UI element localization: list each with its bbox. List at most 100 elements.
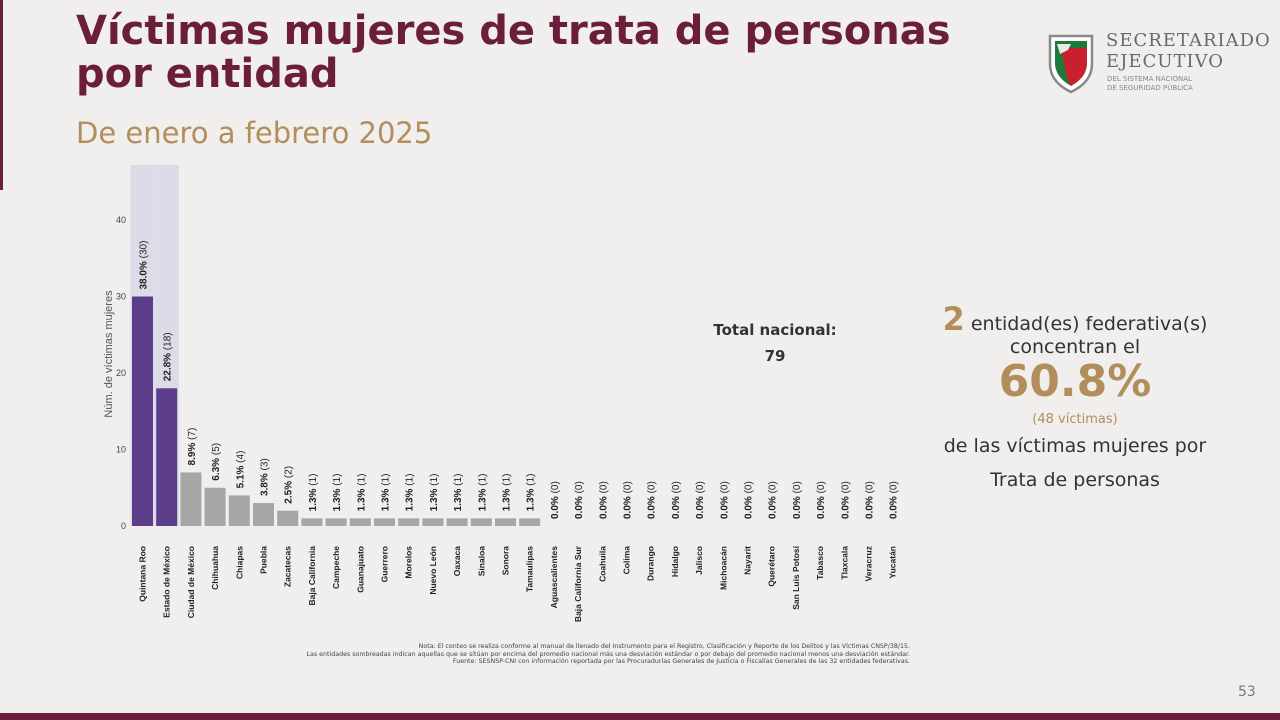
bar <box>446 518 468 526</box>
data-label: 38.0% (30) <box>139 241 150 290</box>
data-label: 0.0% (0) <box>623 481 634 519</box>
data-label: 0.0% (0) <box>695 481 706 519</box>
bottom-accent-bar <box>0 713 1280 720</box>
data-label: 1.3% (1) <box>502 474 513 512</box>
data-label: 1.3% (1) <box>356 474 367 512</box>
summary-line4: Trata de personas <box>990 469 1160 491</box>
page-number: 53 <box>1238 684 1256 700</box>
data-label: 0.0% (0) <box>671 481 682 519</box>
category-label: Ciudad de México <box>186 546 196 618</box>
footnote-3: Fuente: SESNSP-CNI con información repor… <box>452 658 910 665</box>
data-label: 0.0% (0) <box>889 481 900 519</box>
bar <box>374 518 395 526</box>
data-label: 0.0% (0) <box>840 481 851 519</box>
bar <box>180 472 202 526</box>
data-label: 0.0% (0) <box>865 481 876 519</box>
category-label: Sonora <box>501 546 511 576</box>
data-label: 1.3% (1) <box>429 474 440 512</box>
category-label: Hidalgo <box>670 546 680 577</box>
bar <box>132 296 153 526</box>
category-label: Puebla <box>259 546 269 574</box>
summary-line2: concentran el <box>1009 336 1141 358</box>
category-label: Zacatecas <box>283 546 293 587</box>
summary-victims: (48 víctimas) <box>1032 412 1118 427</box>
y-tick-label: 40 <box>116 215 126 225</box>
y-tick-label: 30 <box>116 292 126 302</box>
category-label: Quintana Roo <box>138 546 148 602</box>
total-value: 79 <box>764 347 786 365</box>
data-label: 1.3% (1) <box>308 474 319 512</box>
category-label: Tamaulipas <box>525 546 535 592</box>
bar <box>325 518 347 526</box>
y-tick-label: 10 <box>116 445 126 455</box>
data-label: 2.5% (2) <box>284 466 295 504</box>
bar <box>470 518 492 526</box>
category-label: Estado de México <box>162 546 172 618</box>
category-label: Nuevo León <box>428 546 438 595</box>
summary-line3: de las víctimas mujeres por <box>943 435 1207 457</box>
category-label: Durango <box>646 546 656 581</box>
logo-line-1: SECRETARIADO <box>1106 30 1271 51</box>
category-label: Campeche <box>331 546 341 589</box>
bar <box>204 487 226 526</box>
bar <box>253 503 274 526</box>
left-accent-bar <box>0 0 3 190</box>
category-label: Coahuila <box>597 546 607 582</box>
data-label: 5.1% (4) <box>235 451 246 489</box>
bar <box>398 518 420 526</box>
logo-line-2: EJECUTIVO <box>1106 51 1224 72</box>
shield-icon <box>1048 34 1094 94</box>
page-title: Víctimas mujeres de trata de personas po… <box>76 8 951 97</box>
category-label: Querétaro <box>767 546 777 587</box>
bar <box>156 388 178 526</box>
bar <box>277 510 299 526</box>
data-label: 1.3% (1) <box>477 474 488 512</box>
data-label: 3.8% (3) <box>260 458 271 496</box>
data-label: 22.8% (18) <box>163 332 174 381</box>
y-tick-label: 0 <box>121 521 126 531</box>
category-label: Chihuahua <box>210 546 220 590</box>
category-label: San Luis Potosí <box>791 545 801 609</box>
total-box: Total nacional: 79 <box>700 317 850 369</box>
data-label: 0.0% (0) <box>768 481 779 519</box>
page-subtitle: De enero a febrero 2025 <box>76 116 433 150</box>
category-label: Guerrero <box>380 546 390 582</box>
total-label: Total nacional: <box>713 321 837 339</box>
summary-percent: 60.8% <box>998 356 1152 407</box>
bar <box>228 495 250 526</box>
category-label: Sinaloa <box>476 546 486 577</box>
category-label: Baja California <box>307 546 317 606</box>
secretariado-logo: SECRETARIADO EJECUTIVO DEL SISTEMA NACIO… <box>1046 30 1280 96</box>
data-label: 1.3% (1) <box>381 474 392 512</box>
data-label: 1.3% (1) <box>405 474 416 512</box>
category-label: Guanajuato <box>355 546 365 593</box>
bar <box>349 518 371 526</box>
data-label: 6.3% (5) <box>211 443 222 481</box>
category-label: Morelos <box>404 546 414 579</box>
footnotes: Nota: El conteo se realiza conforme al m… <box>200 643 910 666</box>
category-label: Michoacán <box>718 546 728 590</box>
category-label: Chiapas <box>234 546 244 579</box>
data-label: 0.0% (0) <box>598 481 609 519</box>
data-label: 1.3% (1) <box>526 474 537 512</box>
footnote-1: Nota: El conteo se realiza conforme al m… <box>418 643 910 650</box>
bar <box>519 518 541 526</box>
y-tick-label: 20 <box>116 368 126 378</box>
category-label: Tabasco <box>815 546 825 580</box>
category-label: Aguascalientes <box>549 546 559 609</box>
data-label: 8.9% (7) <box>187 428 198 466</box>
data-label: 0.0% (0) <box>574 481 585 519</box>
data-label: 0.0% (0) <box>647 481 658 519</box>
y-axis-label: Núm. de víctimas mujeres <box>103 290 115 418</box>
category-label: Jalisco <box>694 546 704 575</box>
footnote-2: Las entidades sombreadas indican aquella… <box>306 650 910 658</box>
data-label: 0.0% (0) <box>744 481 755 519</box>
summary-count: 2 <box>942 300 965 338</box>
bar <box>495 518 516 526</box>
category-label: Colima <box>622 546 632 575</box>
bar <box>422 518 444 526</box>
data-label: 1.3% (1) <box>453 474 464 512</box>
data-label: 0.0% (0) <box>550 481 561 519</box>
category-label: Veracruz <box>864 546 874 581</box>
